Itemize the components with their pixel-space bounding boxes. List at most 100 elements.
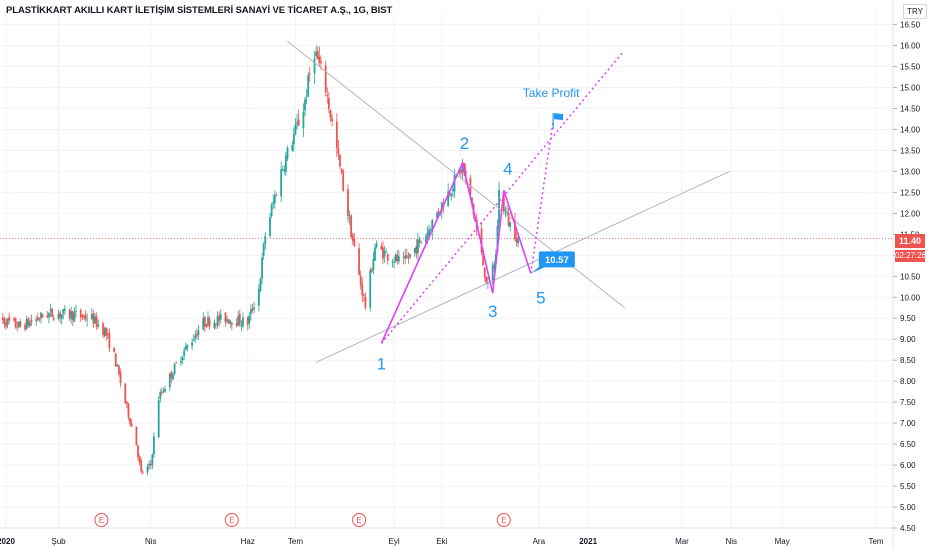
candle-body (431, 220, 434, 232)
candle-body (130, 423, 133, 427)
time-tick-label: May (775, 537, 790, 546)
candle (418, 236, 421, 248)
candle (302, 103, 305, 138)
candle-body (195, 334, 198, 337)
candle-body (498, 189, 500, 229)
time-tick-label: Şub (51, 537, 66, 546)
candle (331, 113, 333, 127)
candle-body (507, 212, 510, 226)
candle-body (404, 255, 407, 259)
candle-body (203, 316, 206, 327)
currency-button[interactable]: TRY (903, 4, 927, 19)
candle-body (73, 312, 76, 322)
candle (452, 184, 454, 197)
candle (402, 251, 405, 265)
candle-body (162, 391, 165, 392)
candle (57, 309, 60, 321)
candle (102, 321, 104, 338)
candle-body (113, 347, 116, 352)
candle-body (394, 254, 397, 262)
candle (105, 327, 108, 341)
candle-body (437, 211, 440, 214)
price-tick-label: 13.00 (900, 167, 921, 176)
candle-body (229, 320, 232, 324)
candle-body (428, 229, 430, 235)
price-tick-label: 14.00 (900, 125, 921, 134)
candle-body (331, 118, 333, 122)
candle-body (118, 365, 120, 375)
earnings-marker-label: E (356, 516, 361, 525)
earnings-marker[interactable]: E (496, 513, 511, 527)
candle (194, 330, 197, 343)
candle (514, 212, 516, 242)
price-tick-label: 12.50 (900, 188, 921, 197)
candle-body (114, 353, 117, 367)
earnings-marker[interactable]: E (94, 513, 109, 527)
candle (180, 356, 182, 366)
candle (35, 315, 38, 326)
candle (253, 301, 256, 314)
earnings-marker[interactable]: E (224, 513, 239, 527)
earnings-marker[interactable]: E (352, 513, 367, 527)
candle (17, 321, 20, 329)
candle-body (157, 400, 160, 438)
candle (118, 364, 120, 377)
candle (493, 260, 496, 272)
candle-body (116, 364, 119, 367)
candle (170, 370, 173, 383)
candle-body (105, 327, 108, 336)
price-tick-label: 15.50 (900, 63, 921, 72)
projection-line (530, 120, 554, 274)
candle-body (86, 319, 89, 321)
price-tick-label: 7.00 (900, 419, 916, 428)
price-tick-label: 6.00 (900, 461, 916, 470)
lower-trendline (315, 170, 730, 363)
candle-body (262, 243, 265, 256)
time-axis[interactable]: 2020 Şub Nis Haz Tem Eyl Eki Ara 2021 Mar Nis May Te… (0, 527, 893, 546)
price-axis[interactable]: 16.50 16.00 15.50 15.00 14.50 14.00 13.50 13.00… (892, 0, 921, 550)
candle (159, 388, 162, 403)
candle-body (420, 241, 423, 243)
candle (485, 276, 488, 285)
candle (36, 312, 39, 322)
candle-body (327, 98, 330, 109)
candle-body (257, 289, 260, 306)
candle-body (350, 215, 353, 238)
candle-body (491, 265, 494, 281)
candle-body (248, 315, 251, 324)
candle-body (97, 324, 100, 327)
candle (420, 240, 423, 245)
candle-body (506, 212, 508, 213)
candle (162, 387, 165, 394)
candle-body (38, 319, 41, 321)
candle-body (68, 309, 71, 318)
candle (385, 248, 388, 253)
candle-body (304, 99, 306, 111)
price-tick-label: 9.50 (900, 314, 916, 323)
time-tick-label: Ara (533, 537, 546, 546)
candle-body (483, 267, 486, 278)
candle-body (94, 316, 96, 323)
candle (224, 312, 227, 327)
candle (216, 311, 219, 329)
candle (374, 243, 376, 261)
candle (86, 313, 89, 327)
candle-body (283, 169, 286, 172)
candle (183, 347, 186, 361)
candle (6, 317, 9, 329)
candle-body (426, 232, 429, 238)
candle (450, 192, 453, 201)
candle (316, 46, 319, 60)
candle (41, 313, 44, 318)
candle (483, 267, 486, 282)
candle-body (292, 134, 295, 145)
time-tick-label: Eki (436, 537, 447, 546)
candle-body (1, 317, 4, 320)
candle (172, 372, 174, 380)
price-tick-label: 9.00 (900, 335, 916, 344)
candle (186, 343, 189, 352)
candle-body (485, 276, 488, 285)
candle (308, 67, 311, 82)
